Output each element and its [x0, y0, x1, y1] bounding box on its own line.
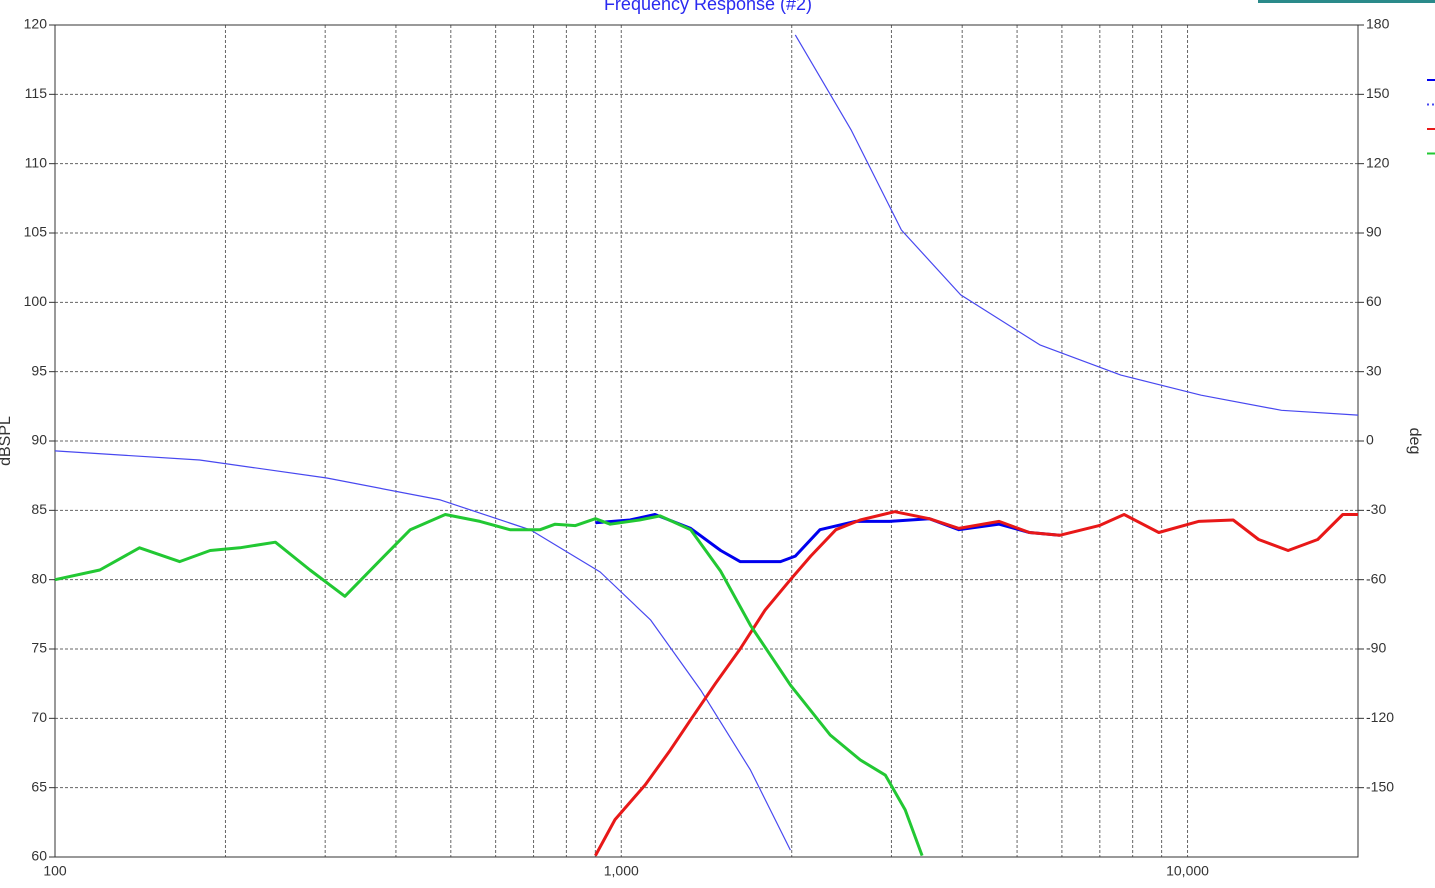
series-line: [594, 510, 1358, 857]
y-tick-label: 70: [31, 709, 47, 725]
series-line: [54, 34, 1359, 851]
y2-tick-label: -90: [1366, 640, 1386, 656]
y2-tick-label: -150: [1366, 778, 1394, 794]
y2-tick-label: -120: [1366, 709, 1394, 725]
y-tick-label: 80: [31, 570, 47, 586]
y-tick-label: 90: [31, 432, 47, 448]
chart-title: Frequency Response (#2): [604, 0, 812, 14]
y-tick-label: 60: [31, 848, 47, 864]
y-tick-label: 95: [31, 362, 47, 378]
x-tick-label: 100: [43, 863, 67, 879]
y2-tick-label: 150: [1366, 85, 1390, 101]
y-tick-label: 65: [31, 778, 47, 794]
y-tick-label: 115: [25, 85, 48, 101]
toolbar-edge: [1258, 0, 1435, 3]
y-axis-label: dBSPL: [0, 416, 14, 466]
y-tick-label: 110: [25, 154, 48, 170]
y2-tick-label: 60: [1366, 293, 1382, 309]
y2-tick-label: 120: [1366, 154, 1390, 170]
y2-tick-label: 0: [1366, 432, 1374, 448]
y2-tick-label: -60: [1366, 570, 1386, 586]
plot-frame: [54, 24, 1359, 858]
y-tick-label: 75: [31, 640, 47, 656]
y2-tick-label: 90: [1366, 224, 1382, 240]
y-tick-label: 100: [24, 293, 48, 309]
series-line: [54, 513, 924, 857]
y2-tick-label: -30: [1366, 501, 1386, 517]
y-tick-label: 120: [24, 16, 48, 32]
x-tick-label: 10,000: [1166, 863, 1209, 879]
y2-tick-label: 30: [1366, 362, 1382, 378]
y-tick-label: 85: [31, 501, 47, 517]
y2-axis-label: deg: [1406, 428, 1423, 455]
x-tick-label: 1,000: [604, 863, 639, 879]
y-tick-label: 105: [24, 224, 48, 240]
y2-tick-label: 180: [1366, 16, 1390, 32]
